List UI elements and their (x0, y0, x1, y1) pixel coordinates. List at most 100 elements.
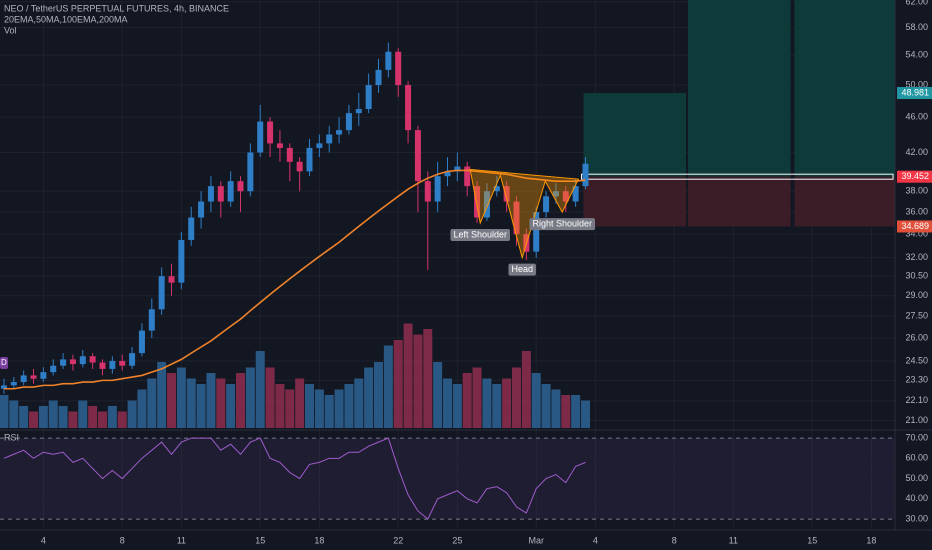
candle-body (474, 186, 481, 218)
volume-bar (393, 340, 403, 428)
pattern-label-bg (529, 218, 596, 231)
candle-body (138, 330, 145, 354)
volume-bar (38, 406, 48, 428)
volume-bar (492, 384, 502, 428)
volume-bar (413, 334, 423, 428)
volume-bar (374, 362, 384, 428)
volume-bar (78, 400, 88, 428)
candle-body (267, 121, 274, 144)
volume-bar (275, 384, 285, 428)
candle-body (483, 191, 490, 218)
x-tick-label: 18 (314, 535, 324, 545)
profit-zone (688, 0, 791, 177)
y-tick-label: 46.00 (905, 112, 928, 122)
volume-bar (423, 329, 433, 428)
candle-body (533, 212, 540, 252)
y-tick-label: 30.50 (905, 271, 928, 281)
y-tick-label: 50.00 (905, 473, 928, 483)
volume-bar (521, 351, 531, 428)
y-tick-label: 54.00 (905, 50, 928, 60)
candle-body (158, 276, 165, 310)
y-tick-label: 21.00 (905, 415, 928, 425)
volume-bar (511, 367, 521, 428)
candle-body (20, 375, 27, 383)
pattern-label: Head (511, 264, 533, 274)
x-tick-label: 4 (41, 535, 46, 545)
candle-body (405, 85, 412, 131)
candle-body (188, 217, 195, 240)
y-tick-label: 58.00 (905, 22, 928, 32)
candle-body (69, 359, 76, 365)
candle-body (296, 161, 303, 172)
profit-zone (583, 93, 687, 177)
candle-body (79, 356, 86, 365)
price-label: 39.452 (901, 171, 929, 181)
volume-bar (462, 373, 472, 428)
y-tick-label: 27.50 (905, 311, 928, 321)
y-tick-label: 29.00 (905, 290, 928, 300)
x-tick-label: 15 (255, 535, 265, 545)
volume-bar (571, 395, 581, 428)
volume-bar (88, 406, 98, 428)
x-tick-label: 15 (807, 535, 817, 545)
loss-zone (583, 176, 687, 227)
pattern-label-bg (450, 229, 510, 242)
volume-bar (561, 395, 571, 428)
candle-body (109, 360, 116, 369)
candle-body (286, 147, 293, 162)
candle-body (227, 181, 234, 202)
volume-bar (265, 367, 275, 428)
volume-bar (245, 367, 255, 428)
candle-body (10, 382, 17, 386)
candle-body (424, 181, 431, 202)
candle-body (562, 191, 569, 202)
volume-bar (206, 373, 216, 428)
candle-body (336, 130, 343, 135)
y-tick-label: 50.00 (905, 79, 928, 89)
y-tick-label: 36.00 (905, 206, 928, 216)
candle-body (198, 201, 205, 218)
candle-body (355, 108, 362, 114)
price-label: 34.689 (901, 221, 929, 231)
volume-bar (403, 323, 413, 428)
price-label-bg (897, 170, 932, 183)
profit-zone (794, 0, 895, 177)
candle-body (326, 134, 333, 144)
volume-bar (364, 367, 374, 428)
volume-bar (68, 411, 78, 428)
candle-body (582, 163, 589, 187)
candle-body (464, 166, 471, 187)
y-tick-label: 34.00 (905, 229, 928, 239)
volume-bar (443, 378, 452, 428)
y-tick-label: 70.00 (905, 432, 928, 442)
pattern-label-bg (508, 263, 536, 276)
price-label-bg (897, 87, 932, 100)
x-tick-label: 18 (866, 535, 876, 545)
volume-bar (236, 373, 246, 428)
indicators: 20EMA,50MA,100EMA,200MA (4, 14, 128, 24)
pattern-label: Left Shoulder (453, 229, 507, 239)
chart-title: NEO / TetherUS PERPETUAL FUTURES, 4h, BI… (4, 3, 229, 13)
candle-body (50, 365, 57, 373)
y-tick-label: 42.00 (905, 147, 928, 157)
candle-body (247, 152, 254, 192)
candle-body (316, 143, 323, 148)
candle-body (148, 309, 155, 331)
candle-body (414, 130, 421, 182)
volume-bar (472, 367, 482, 428)
candle-body (168, 276, 175, 283)
volume-bar (452, 384, 462, 428)
volume-bar (137, 389, 147, 428)
volume-bar (19, 406, 29, 428)
candle-body (60, 359, 67, 366)
x-tick-label: 8 (672, 535, 677, 545)
volume-bar (433, 362, 443, 428)
candle-body (40, 372, 47, 379)
loss-zone (794, 176, 895, 227)
candle-body (257, 121, 264, 153)
volume-bar (383, 345, 393, 428)
y-tick-label: 23.30 (905, 375, 928, 385)
volume-bar (48, 400, 58, 428)
candle-body (345, 113, 352, 131)
